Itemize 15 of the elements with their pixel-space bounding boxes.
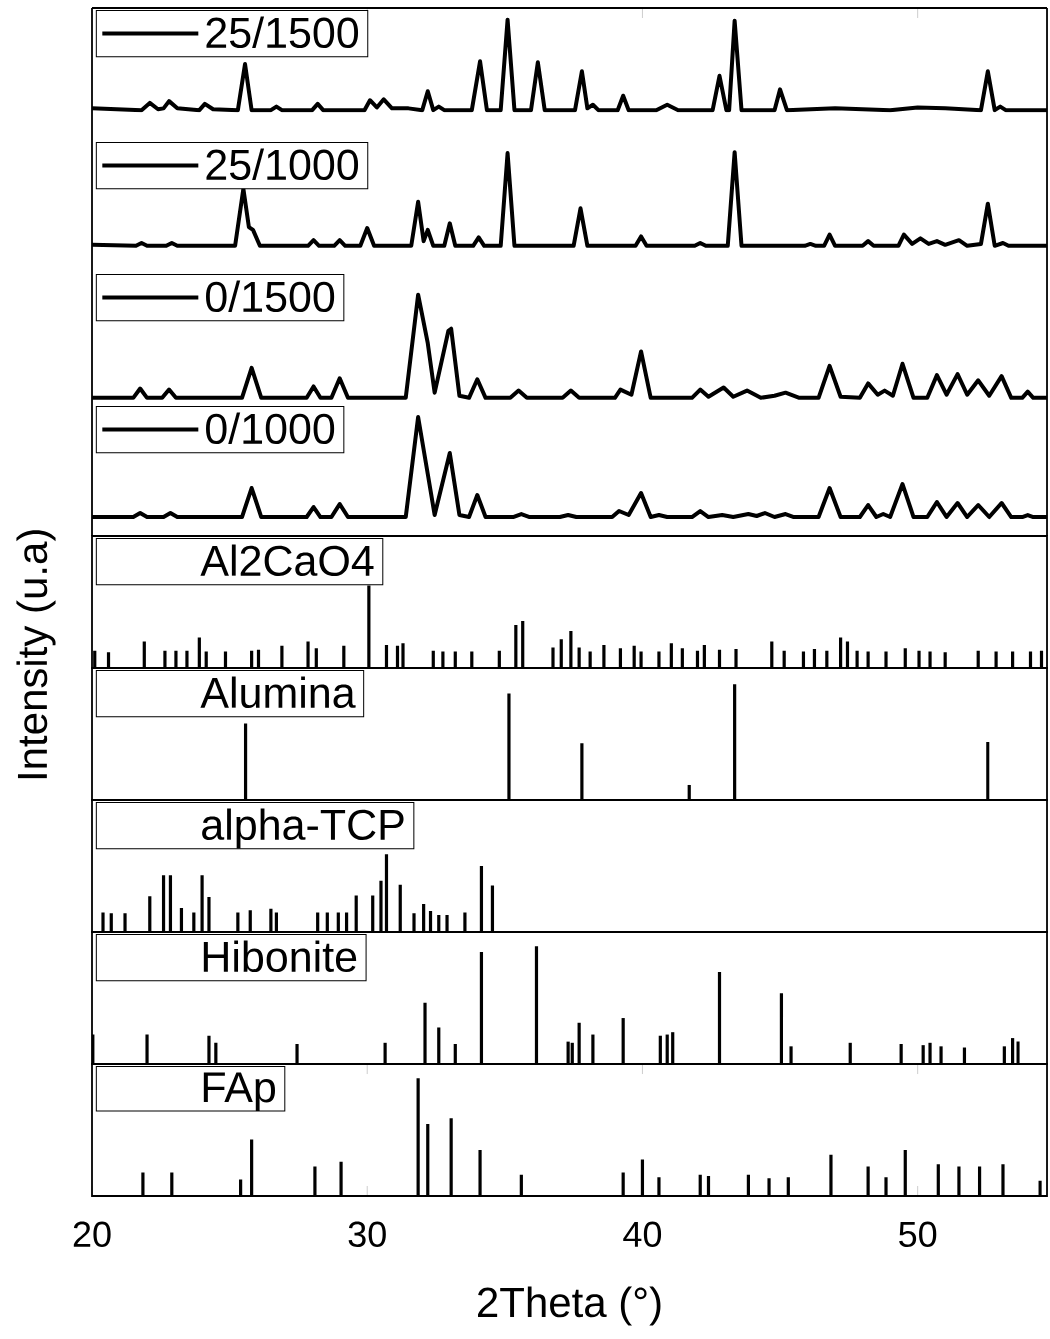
- legend-label: 25/1000: [206, 148, 359, 181]
- series-label: Alumina: [200, 676, 356, 709]
- y-axis-title: Intensity (u.a): [16, 530, 56, 779]
- x-tick-label: 20: [73, 1221, 111, 1248]
- x-tick-label: 40: [623, 1221, 662, 1248]
- x-tick-label: 50: [899, 1221, 937, 1248]
- legend-label: 0/1000: [206, 412, 335, 445]
- series-label: Al2CaO4: [200, 544, 374, 577]
- legend-label: 25/1500: [206, 16, 359, 49]
- series-label: alpha-TCP: [202, 808, 404, 849]
- legend-label: 0/1500: [206, 280, 335, 313]
- series-label: FAp: [203, 1072, 276, 1112]
- x-tick-label: 30: [348, 1221, 386, 1248]
- series-label: Hibonite: [203, 940, 357, 973]
- x-axis-title: 2Theta (°): [478, 1286, 661, 1326]
